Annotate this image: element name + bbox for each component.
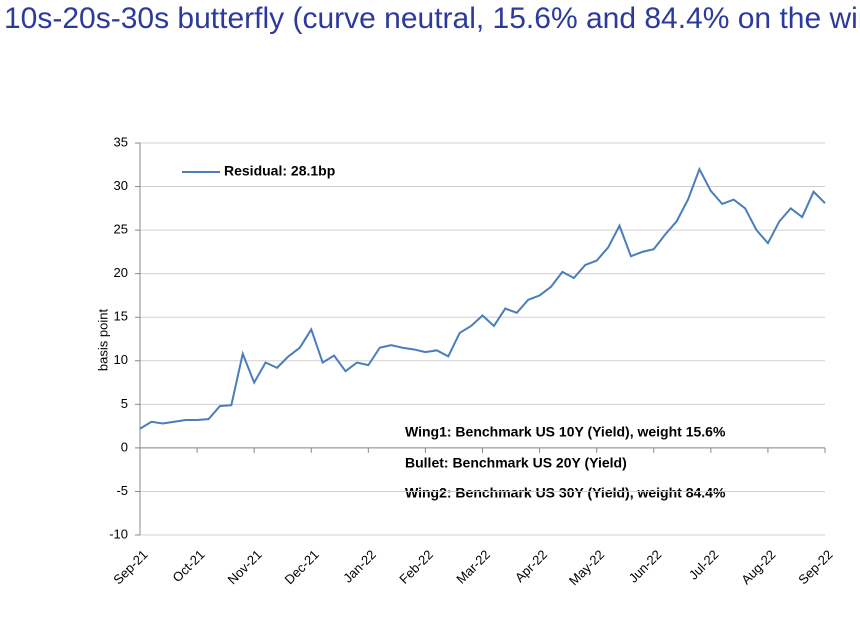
y-tick-label: 10	[114, 352, 128, 367]
x-tick-label: Nov-21	[224, 547, 264, 587]
x-tick-label: May-22	[566, 547, 607, 588]
annotation: Bullet: Benchmark US 20Y (Yield)	[405, 455, 627, 471]
y-tick-label: 35	[114, 134, 128, 149]
y-axis-label: basis point	[95, 309, 110, 372]
y-tick-label: 30	[114, 178, 128, 193]
x-tick-label: Apr-22	[512, 547, 550, 585]
x-tick-label: Jul-22	[686, 547, 722, 583]
x-tick-label: Jan-22	[340, 547, 379, 586]
y-tick-label: 5	[121, 396, 128, 411]
y-tick-label: -10	[109, 526, 128, 541]
x-tick-label: Mar-22	[453, 547, 493, 587]
y-tick-label: -5	[116, 483, 128, 498]
annotation: Wing2: Benchmark US 30Y (Yield), weight …	[405, 485, 726, 501]
x-tick-label: Sep-21	[110, 547, 150, 587]
y-tick-label: 25	[114, 222, 128, 237]
y-tick-label: 0	[121, 439, 128, 454]
legend-label: Residual: 28.1bp	[224, 163, 335, 179]
x-tick-label: Jun-22	[626, 547, 665, 586]
x-tick-label: Dec-21	[282, 547, 322, 587]
annotation: Wing1: Benchmark US 10Y (Yield), weight …	[405, 424, 726, 440]
x-tick-label: Oct-21	[169, 547, 207, 585]
x-tick-label: Aug-22	[738, 547, 778, 587]
y-tick-label: 15	[114, 309, 128, 324]
line-series	[139, 166, 826, 430]
chart-title: 10s-20s-30s butterfly (curve neutral, 15…	[4, 2, 860, 35]
y-tick-label: 20	[114, 265, 128, 280]
x-tick-label: Feb-22	[396, 547, 436, 587]
x-tick-label: Sep-22	[795, 547, 835, 587]
